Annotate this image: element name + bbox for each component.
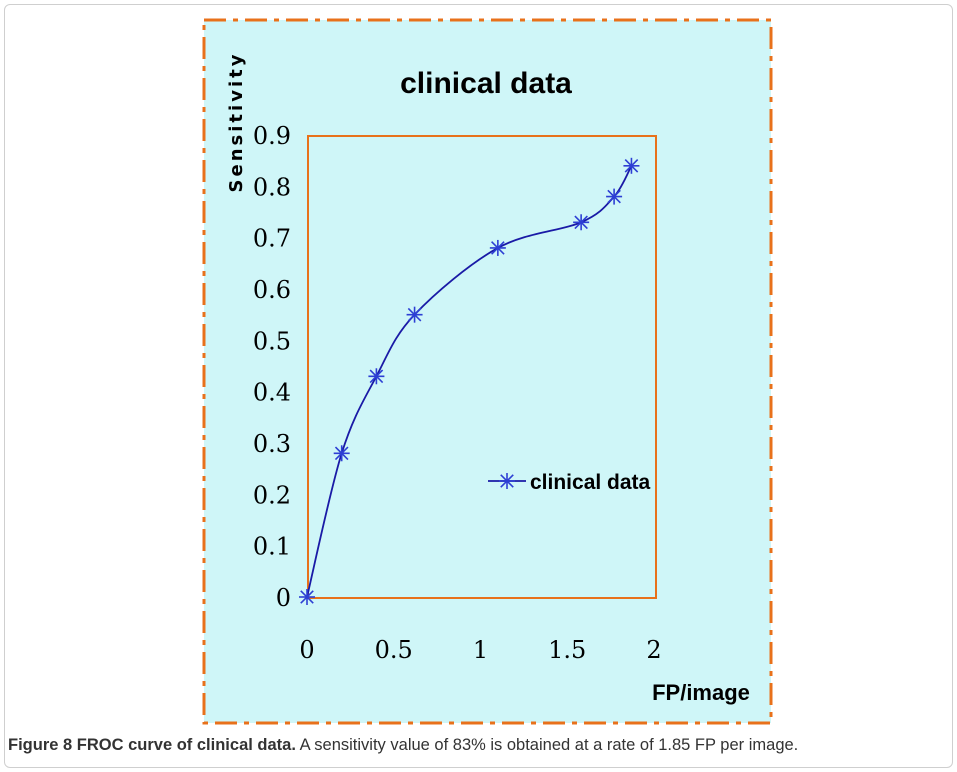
- y-tick-label: 0.8: [253, 173, 291, 201]
- data-point-marker: [299, 589, 315, 605]
- froc-chart: clinical data Sensitivity FP/image 00.10…: [202, 18, 773, 725]
- x-tick-label: 0.5: [375, 636, 413, 664]
- legend-label: clinical data: [530, 471, 651, 494]
- y-axis-label: Sensitivity: [226, 52, 247, 193]
- data-point-marker: [489, 239, 506, 256]
- y-tick-label: 0.9: [253, 122, 291, 150]
- data-point-marker: [606, 188, 623, 205]
- x-tick-label: 2: [646, 636, 661, 664]
- x-tick-labels: 0 0.5 1 1.5 2: [299, 636, 661, 664]
- caption-figure-label: Figure 8: [8, 736, 73, 754]
- x-axis-label: FP/image: [652, 680, 750, 705]
- y-tick-label: 0.4: [253, 379, 291, 407]
- y-tick-labels: 0 0.1 0.2 0.3 0.4 0.5 0.6 0.7 0.8 0.9: [253, 122, 291, 612]
- plot-area-border: [307, 135, 657, 599]
- y-tick-label: 0.2: [253, 481, 291, 509]
- caption-text: A sensitivity value of 83% is obtained a…: [299, 736, 799, 754]
- y-tick-label: 0.7: [253, 225, 291, 253]
- y-tick-label: 0.6: [253, 276, 291, 304]
- chart-legend: clinical data: [488, 471, 651, 494]
- x-tick-label: 0: [299, 636, 314, 664]
- legend-asterisk: [499, 473, 515, 489]
- data-point-marker: [406, 306, 423, 323]
- y-tick-label: 0.3: [253, 430, 291, 458]
- y-tick-label: 0: [276, 584, 291, 612]
- data-point-marker: [573, 214, 590, 231]
- data-point-marker: [333, 445, 350, 462]
- caption-title: FROC curve of clinical data.: [76, 736, 296, 754]
- data-point-marker: [368, 368, 385, 385]
- figure-caption: Figure 8 FROC curve of clinical data. A …: [8, 736, 949, 755]
- y-tick-label: 0.1: [253, 533, 291, 561]
- x-tick-label: 1: [473, 636, 488, 664]
- chart-title: clinical data: [400, 67, 572, 100]
- y-tick-label: 0.5: [253, 327, 291, 355]
- legend-marker-swatch: [499, 473, 515, 489]
- series-markers: [299, 157, 640, 605]
- chart-panel-border: [202, 18, 773, 725]
- x-tick-label: 1.5: [548, 636, 586, 664]
- data-point-marker: [623, 157, 640, 174]
- chart-panel-background: [204, 20, 771, 723]
